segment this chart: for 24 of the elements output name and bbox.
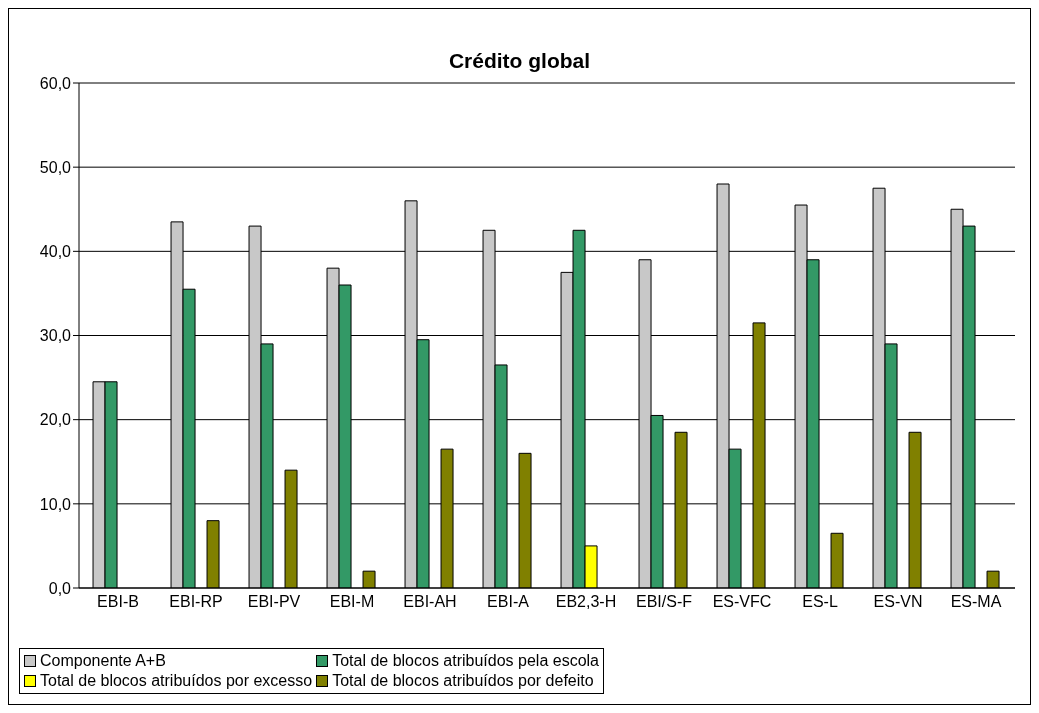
legend-label: Total de blocos atribuídos por defeito: [331, 672, 595, 690]
legend-label: Total de blocos atribuídos por excesso: [39, 672, 313, 690]
x-tick-label: ES-VFC: [712, 593, 772, 611]
x-tick-label: EBI-M: [329, 593, 375, 611]
y-tick-label: 50,0: [39, 158, 72, 176]
x-tick-label: ES-MA: [950, 593, 1002, 611]
y-tick-label: 0,0: [48, 579, 72, 597]
x-tick-label: EBI-A: [487, 593, 530, 611]
legend-label: Componente A+B: [39, 652, 167, 670]
x-tick-label: EBI-B: [97, 593, 139, 611]
x-tick-label: ES-VN: [873, 593, 923, 611]
x-tick-label: EBI-RP: [169, 593, 223, 611]
x-tick-label: EBI-AH: [403, 593, 457, 611]
legend-label: Total de blocos atribuídos pela escola: [331, 652, 599, 670]
x-tick-label: EBI/S-F: [635, 593, 693, 611]
y-tick-label: 30,0: [39, 327, 72, 345]
x-tick-label: EB2,3-H: [555, 593, 617, 611]
x-tick-label: ES-L: [802, 593, 838, 611]
y-tick-label: 60,0: [39, 74, 72, 92]
y-tick-label: 20,0: [39, 411, 72, 429]
y-tick-label: 40,0: [39, 243, 72, 261]
chart-title: Crédito global: [447, 48, 592, 72]
y-tick-label: 10,0: [39, 495, 72, 513]
x-tick-label: EBI-PV: [247, 593, 301, 611]
